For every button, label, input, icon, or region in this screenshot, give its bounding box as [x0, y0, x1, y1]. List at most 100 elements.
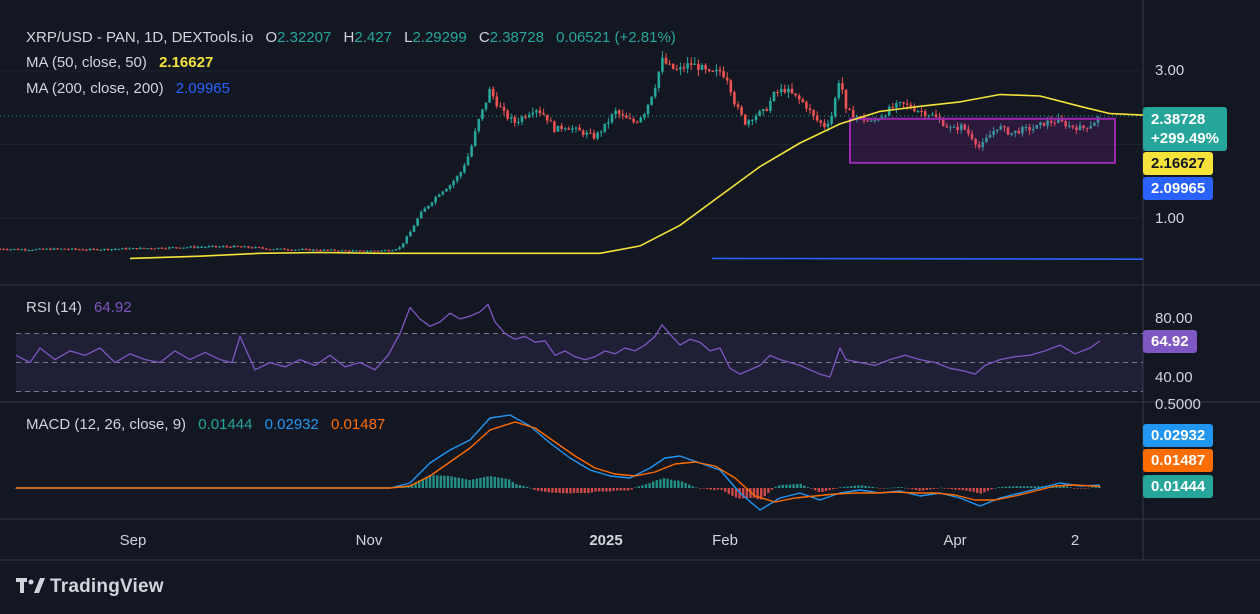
candle	[63, 248, 67, 250]
candle	[823, 119, 826, 130]
candle	[200, 245, 203, 249]
candle	[139, 246, 142, 250]
candle-body	[995, 129, 999, 132]
price-tick-1: 1.00	[1155, 210, 1185, 227]
tradingview-brand[interactable]: TradingView	[16, 576, 164, 598]
macd-hist-bar	[774, 486, 777, 488]
candle	[398, 245, 401, 251]
candle-body	[229, 246, 232, 248]
macd-hist-bar	[821, 488, 824, 492]
candle	[599, 130, 603, 138]
candle-body	[466, 156, 470, 166]
macd-hist-bar	[857, 485, 860, 488]
candle-body	[110, 249, 113, 251]
candle-body	[146, 248, 149, 250]
macd-hist-bar	[508, 479, 511, 488]
macd-label: MACD (12, 26, close, 9)	[26, 416, 187, 433]
candle	[409, 230, 412, 237]
candle	[448, 184, 452, 192]
candle-body	[621, 114, 625, 116]
candle-body	[707, 69, 711, 71]
open-value: 2.32207	[277, 29, 332, 46]
candle	[416, 217, 419, 227]
candle-body	[873, 120, 877, 122]
macd-hist-bar	[799, 483, 802, 488]
candle-body	[866, 120, 869, 122]
macd-hist-bar	[724, 488, 727, 492]
macd-hist-bar	[500, 478, 504, 488]
candle	[625, 112, 628, 119]
candle-body	[81, 249, 85, 251]
candle-body	[963, 124, 967, 130]
macd-hist-bar	[896, 487, 900, 488]
candle-body	[297, 249, 301, 251]
macd-hist-bar	[1055, 485, 1058, 488]
candle-body	[848, 108, 851, 110]
candle-body	[13, 248, 16, 250]
macd-hist-bar	[1001, 486, 1004, 488]
macd-hist-bar	[893, 487, 896, 489]
candle	[401, 243, 405, 249]
candle	[142, 247, 146, 249]
candle-body	[196, 246, 200, 248]
candle-body	[509, 117, 513, 119]
candle-body	[819, 120, 823, 123]
candle-body	[970, 133, 974, 140]
candle	[812, 109, 815, 121]
candle-body	[1093, 122, 1096, 126]
symbol-title: XRP/USD - PAN, 1D, DEXTools.io	[26, 29, 254, 46]
candle	[898, 101, 902, 107]
candle-body	[783, 88, 787, 93]
candle	[106, 248, 110, 251]
candle-body	[311, 249, 315, 251]
macd-hist-bar	[752, 488, 756, 498]
macd-hist-bar	[623, 488, 626, 491]
macd-hist-bar	[576, 488, 579, 493]
macd-hist-bar	[889, 487, 892, 489]
candle-body	[985, 137, 988, 143]
candle	[463, 162, 466, 174]
macd-hist-bar	[1098, 486, 1101, 488]
candle-body	[117, 248, 121, 250]
candle	[207, 245, 211, 248]
macd-line-tag: 0.02932	[1143, 424, 1214, 447]
candle	[167, 246, 171, 250]
candle-body	[103, 248, 106, 250]
macd-hist-tag: 0.01444	[1143, 475, 1214, 498]
candle-body	[401, 243, 405, 248]
candle-body	[268, 249, 272, 251]
tradingview-logo-icon	[16, 578, 45, 593]
candle	[776, 89, 779, 97]
candle	[373, 250, 376, 252]
candle-body	[481, 109, 484, 119]
candle-body	[499, 106, 502, 108]
candle	[239, 245, 243, 248]
candle-body	[923, 111, 927, 116]
candle	[387, 249, 391, 252]
candle	[506, 109, 509, 121]
candle	[697, 59, 700, 77]
macd-hist-bar	[1087, 487, 1090, 489]
macd-hist-bar	[612, 488, 615, 491]
candle-body	[524, 116, 527, 118]
candle	[722, 66, 725, 79]
macd-hist-bar	[972, 488, 975, 492]
candle-body	[689, 63, 693, 65]
macd-hist-bar	[792, 484, 795, 488]
macd-hist-bar	[994, 487, 997, 489]
candle	[999, 123, 1003, 131]
candle-body	[337, 250, 340, 252]
candle-body	[776, 91, 779, 93]
macd-hist-bar	[634, 487, 637, 489]
macd-hist-bar	[709, 488, 712, 490]
candle-body	[808, 108, 812, 111]
candle	[455, 175, 459, 184]
candle-body	[596, 132, 599, 139]
macd-hist-bar	[1033, 486, 1036, 488]
candle	[509, 113, 513, 124]
candle-body	[675, 68, 679, 70]
candle	[250, 246, 254, 249]
candle	[333, 249, 337, 252]
